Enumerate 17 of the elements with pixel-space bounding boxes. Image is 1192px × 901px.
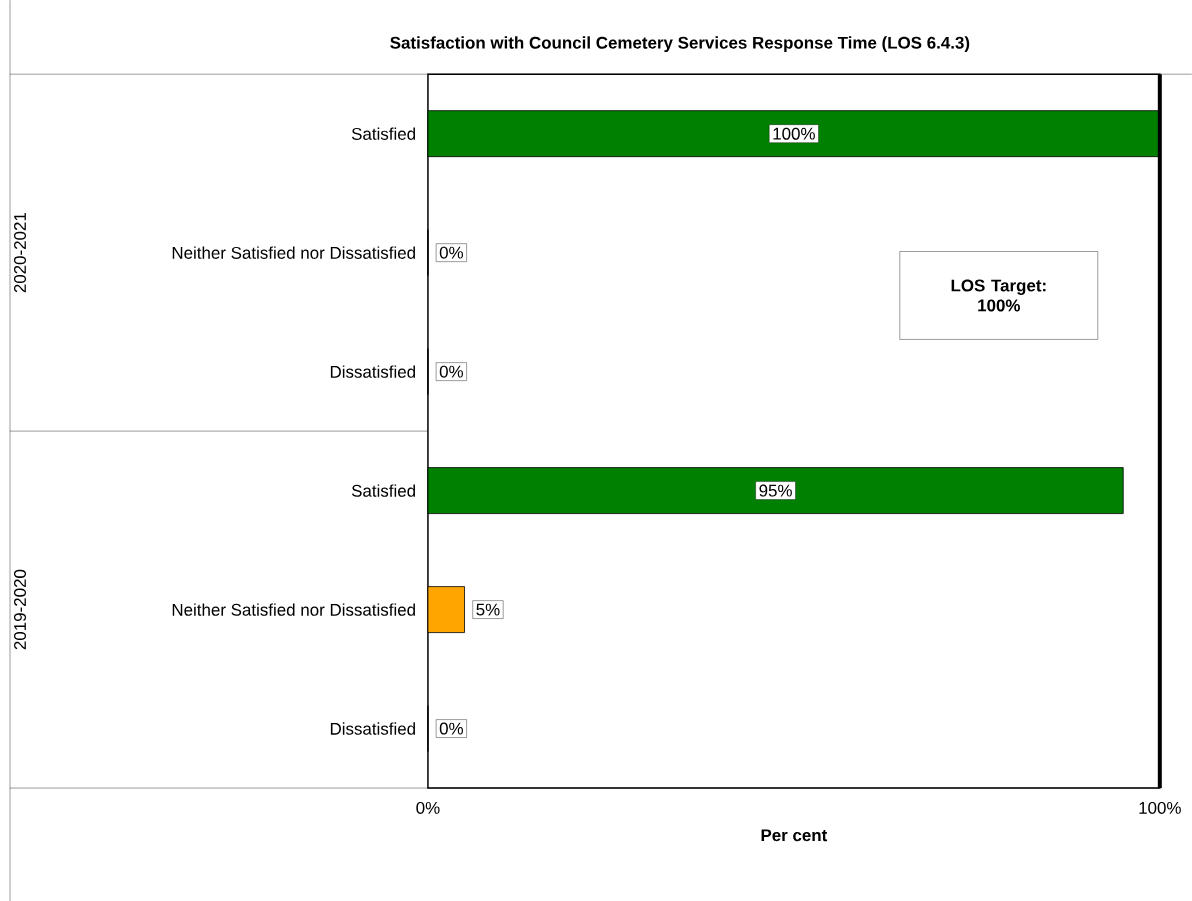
data-label: 95%	[759, 484, 792, 497]
y-tick-label: Satisfied	[351, 484, 415, 497]
data-label: 0%	[439, 722, 463, 735]
y-tick-label: Neither Satisfied nor Dissatisfied	[172, 603, 415, 616]
data-label: 0%	[439, 246, 463, 259]
data-label: 5%	[476, 603, 500, 616]
y-tick-label: Neither Satisfied nor Dissatisfied	[172, 246, 415, 259]
data-label: 0%	[439, 365, 463, 378]
text: 2019-2020	[14, 569, 27, 650]
x-axis-title: Per cent	[761, 829, 828, 842]
text: 2020-2021	[14, 212, 27, 293]
y-tick-label: Satisfied	[351, 127, 415, 140]
chart-title: Satisfaction with Council Cemetery Services Response Time (LOS 6.4.3)	[390, 36, 970, 52]
y-tick-label: Dissatisfied	[330, 365, 415, 378]
data-label: 100%	[773, 127, 815, 140]
ref-line-label: LOS Target: 100%	[951, 279, 1046, 312]
y-tick-label: Dissatisfied	[330, 722, 415, 735]
